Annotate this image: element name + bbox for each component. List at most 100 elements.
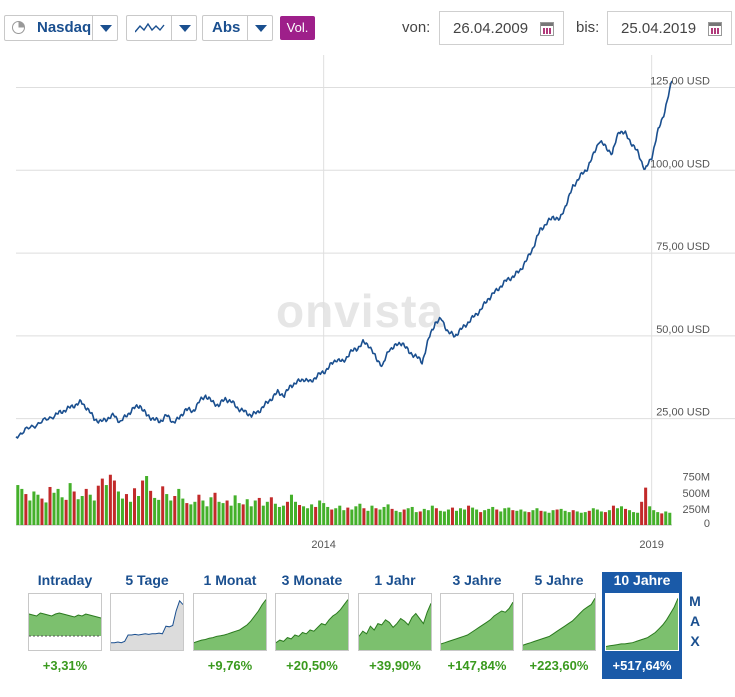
volume-bar — [249, 506, 253, 525]
volume-bar — [450, 507, 454, 525]
period-label: 5 Jahre — [534, 572, 584, 588]
period-tile-5-tage[interactable]: 5 Tage — [107, 572, 187, 679]
chevron-down-icon[interactable] — [171, 16, 196, 40]
volume-bar — [603, 512, 607, 525]
period-sparkline — [193, 593, 267, 651]
volume-bar — [92, 500, 96, 525]
max-button[interactable]: M A X — [688, 591, 702, 651]
sparkline-line — [193, 599, 267, 644]
volume-bar — [285, 501, 289, 525]
volume-bar — [177, 488, 181, 525]
volume-bar — [76, 499, 80, 525]
period-label: 1 Monat — [203, 572, 257, 588]
sparkline-area — [523, 598, 595, 650]
volume-bar — [354, 506, 358, 525]
volume-bar — [583, 512, 587, 525]
volume-bar — [108, 474, 112, 525]
volume-bar — [587, 510, 591, 525]
period-tile-1-jahr[interactable]: 1 Jahr +39,90% — [355, 572, 435, 679]
volume-tick-label: 250M — [682, 504, 710, 516]
chevron-down-icon[interactable] — [92, 16, 117, 40]
volume-toggle-button[interactable]: Vol. — [280, 16, 315, 40]
volume-bar — [454, 510, 458, 525]
volume-bar — [209, 497, 213, 525]
period-change: +223,60% — [529, 658, 589, 673]
scale-select[interactable]: Abs — [202, 15, 273, 41]
volume-bar — [64, 499, 68, 525]
volume-bar — [273, 503, 277, 525]
period-tile-3-monate[interactable]: 3 Monate +20,50% — [272, 572, 352, 679]
sparkline-svg — [275, 599, 349, 650]
volume-bar — [20, 488, 24, 525]
period-tile-1-monat[interactable]: 1 Monat +9,76% — [190, 572, 270, 679]
sparkline-line — [440, 601, 514, 645]
volume-bar — [535, 508, 539, 525]
volume-bar — [386, 504, 390, 525]
volume-bar — [555, 509, 559, 525]
volume-bar — [197, 494, 201, 525]
volume-bar — [80, 496, 84, 525]
volume-bar — [619, 506, 624, 525]
volume-bar — [370, 505, 374, 525]
volume-bar — [483, 510, 487, 525]
volume-bar — [100, 478, 104, 525]
exchange-label: Nasdaq — [37, 19, 92, 36]
volume-bar — [48, 486, 52, 525]
sparkline-line — [275, 599, 349, 644]
volume-bar — [471, 507, 475, 525]
volume-bar — [310, 504, 314, 525]
volume-bar — [519, 509, 523, 525]
exchange-select[interactable]: Nasdaq — [4, 15, 118, 41]
volume-bar — [16, 485, 20, 525]
volume-bar — [269, 497, 273, 525]
y-tick-label: 100,00 USD — [650, 158, 710, 170]
volume-bar — [265, 501, 269, 525]
volume-bar — [442, 511, 446, 525]
volume-bar — [551, 510, 555, 525]
volume-bar — [559, 508, 563, 525]
volume-bar — [302, 506, 306, 525]
volume-bar — [511, 510, 515, 525]
volume-bar — [394, 510, 398, 525]
period-tile-10-jahre[interactable]: 10 Jahre +517,64% — [602, 572, 682, 679]
calendar-icon[interactable] — [540, 22, 554, 36]
period-selector: Intraday +3,31% 5 Tage 1 Monat +9,76% 3 Monat… — [0, 566, 735, 697]
period-tile-3-jahre[interactable]: 3 Jahre +147,84% — [437, 572, 517, 679]
sparkline-area — [606, 598, 678, 650]
volume-bar — [467, 505, 471, 525]
period-label: Intraday — [37, 572, 93, 588]
chevron-down-icon[interactable] — [247, 16, 272, 40]
period-tile-5-jahre[interactable]: 5 Jahre +223,60% — [519, 572, 599, 679]
from-date-field[interactable]: 26.04.2009 — [439, 11, 564, 45]
period-label: 3 Jahre — [452, 572, 502, 588]
period-label: 5 Tage — [125, 572, 169, 588]
chart-type-select[interactable] — [126, 15, 197, 41]
volume-bar — [128, 501, 133, 525]
period-label: 10 Jahre — [613, 572, 671, 588]
volume-bar — [233, 495, 237, 525]
grid — [16, 55, 735, 526]
volume-tick-label: 500M — [682, 488, 710, 500]
volume-bar — [599, 511, 603, 525]
volume-bar — [40, 498, 44, 525]
volume-bar — [350, 509, 354, 525]
volume-bar — [217, 501, 221, 525]
volume-bar — [124, 494, 128, 525]
price-chart[interactable]: onvista 25,00 USD 50,00 USD 75,00 USD 100,0… — [0, 55, 735, 555]
axis-labels: 25,00 USD 50,00 USD 75,00 USD 100,00 USD 125… — [311, 76, 710, 551]
volume-bar — [402, 509, 406, 525]
volume-bar — [72, 491, 76, 525]
volume-bar — [326, 506, 330, 525]
volume-bar — [523, 511, 527, 525]
volume-bar — [253, 500, 257, 525]
y-tick-label: 50,00 USD — [656, 324, 710, 336]
scale-label: Abs — [212, 19, 241, 36]
volume-bar — [237, 503, 241, 525]
to-date-field[interactable]: 25.04.2019 — [607, 11, 732, 45]
volume-bar — [330, 509, 334, 525]
period-change: +517,64% — [612, 658, 672, 673]
volume-bar — [157, 499, 161, 525]
sparkline-area — [194, 599, 266, 650]
calendar-icon[interactable] — [708, 22, 722, 36]
period-tile-intraday[interactable]: Intraday +3,31% — [25, 572, 105, 679]
